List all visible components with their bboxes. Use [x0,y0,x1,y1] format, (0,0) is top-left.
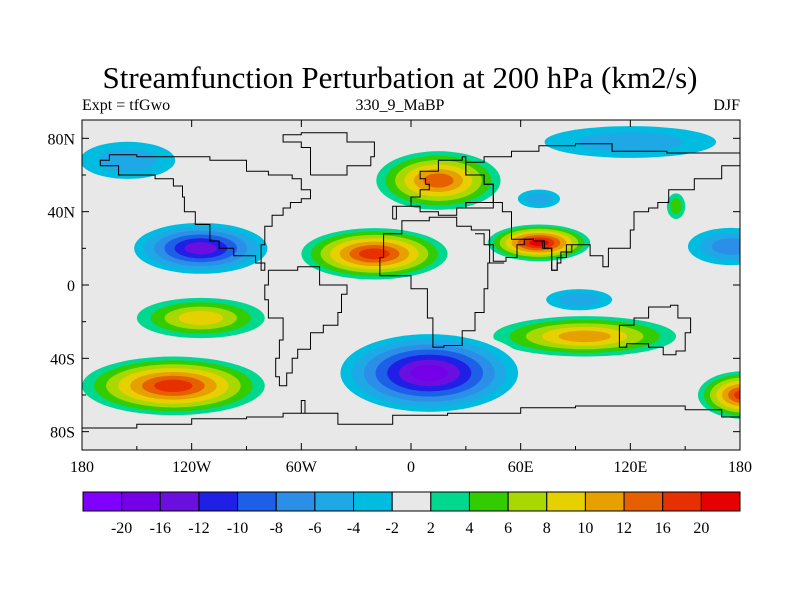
colorbar-label: 10 [577,520,593,537]
feature-dateline-high [697,371,740,419]
y-tick-label: 40N [47,205,75,222]
feature-north-atlantic-high [376,151,501,210]
x-tick-label: 120E [613,459,647,476]
colorbar-label: -6 [308,520,321,537]
x-tick-label: 60W [286,459,318,476]
x-tick-label: 120W [172,459,212,476]
colorbar-label: 20 [693,520,709,537]
x-tick-label: 180 [728,459,752,476]
feature-east-pacific-high [136,297,265,339]
colorbar-swatch [468,491,509,512]
feature-central-asia-low [509,186,569,212]
y-tick-label: 40S [50,351,75,368]
colorbar-swatch [623,491,664,512]
contour-level [410,364,448,382]
coastline-india-arabia [475,233,573,271]
coastline-africa [379,216,505,348]
contour-level [525,193,552,205]
colorbar-label: 6 [504,520,512,537]
contour-level [558,293,600,307]
experiment-label: Expt = tfGwo [82,97,171,114]
coastline-south-america [264,266,348,387]
contour-level [577,132,684,152]
season-label: DJF [713,97,740,114]
colorbar-swatch [507,491,548,512]
colorbar-label: 16 [655,520,671,537]
coastline-antarctica [82,400,740,429]
colorbar-swatch [82,491,123,512]
colorbar-swatch [353,491,393,512]
colorbar-swatch [662,491,702,512]
feature-arabia-high [487,224,591,262]
contour-level [711,238,740,255]
feature-north-pacific-low [82,134,194,186]
contour-level [423,173,454,188]
chart-title: Streamfunction Perturbation at 200 hPa (… [102,60,698,95]
coastline-layer [82,132,740,429]
contour-level [670,198,682,215]
coastline-north-america [99,154,311,271]
feature-indian-ocean-low [533,285,625,315]
contour-level [558,330,611,343]
axis-ticks: 180 120W 60W 0 60E 120E 180 80N 40N 0 40S 80S [47,120,752,476]
colorbar-label: -2 [386,520,399,537]
contour-level [734,390,740,400]
contour-layer [82,120,740,419]
x-tick-label: 0 [407,459,415,476]
coastline-europe [392,156,494,220]
feature-east-asia-high [666,193,686,220]
colorbar-swatch [237,491,277,512]
y-tick-label: 80N [47,131,75,148]
contour-level [184,242,217,255]
y-tick-label: 80S [50,425,75,442]
feature-south-atlantic-low [328,329,530,417]
colorbar-label: 12 [616,520,632,537]
colorbar-swatch [546,491,586,512]
colorbar-label: -12 [188,520,209,537]
y-tick-label: 0 [67,278,75,295]
coastline-greenland [282,132,375,176]
feature-south-pacific-high [82,356,265,416]
colorbar-label: 2 [427,520,435,537]
x-tick-label: 60E [508,459,534,476]
colorbar-swatch [391,491,432,512]
colorbar-label: -10 [227,520,248,537]
contour-level [529,239,549,247]
colorbar-label: -8 [270,520,283,537]
feature-south-indian-high [493,316,677,357]
colorbar-label: -20 [111,520,132,537]
colorbar: -20 -16 -12 -10 -8 -6 -4 -2 2 4 6 8 10 12 16 20 [82,491,741,537]
colorbar-swatch [430,491,470,512]
colorbar-swatch [700,491,741,512]
contour-level [154,379,193,393]
x-tick-label: 180 [70,459,94,476]
colorbar-label: 4 [465,520,473,537]
colorbar-label: 8 [543,520,551,537]
feature-west-pacific-low [676,222,740,271]
period-label: 330_9_MaBP [355,97,445,114]
colorbar-label: -16 [150,520,171,537]
colorbar-swatch [275,491,316,512]
colorbar-swatch [584,491,625,512]
contour-level [178,310,224,326]
colorbar-swatch [314,491,355,512]
colorbar-swatch [121,491,161,512]
colorbar-swatch [198,491,239,512]
feature-atlantic-africa-high [301,228,448,280]
colorbar-swatch [159,491,200,512]
contour-level [359,248,390,260]
feature-north-pacific-subtropical-low [124,219,278,278]
colorbar-label: -4 [347,520,360,537]
contour-level [728,387,740,403]
coastline-australia [618,304,692,356]
coastline-asia [465,143,740,271]
